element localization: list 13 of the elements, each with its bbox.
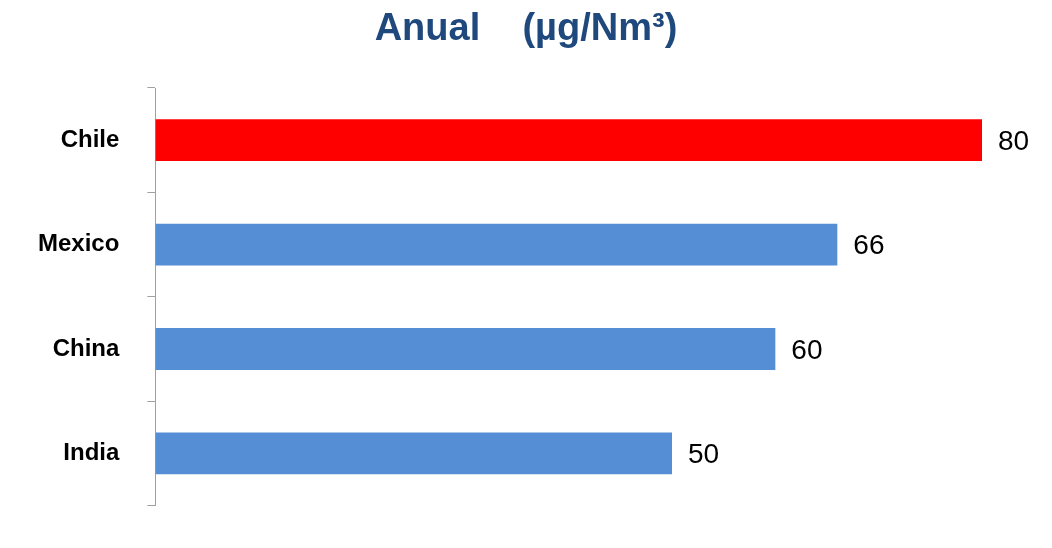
y-tick-label: Mexico bbox=[37, 229, 120, 257]
bar bbox=[155, 328, 776, 370]
y-tick-label: China bbox=[52, 333, 121, 361]
chart-title: Anual (µg/Nm³) bbox=[373, 6, 679, 49]
data-label: 66 bbox=[853, 229, 885, 261]
bar bbox=[155, 223, 838, 266]
bar bbox=[155, 119, 982, 162]
data-label: 50 bbox=[688, 438, 720, 470]
data-label: 80 bbox=[998, 124, 1030, 156]
y-tick-label: Chile bbox=[60, 124, 120, 152]
data-label: 60 bbox=[791, 333, 823, 365]
bar bbox=[155, 432, 673, 475]
y-tick-label: India bbox=[63, 438, 120, 466]
